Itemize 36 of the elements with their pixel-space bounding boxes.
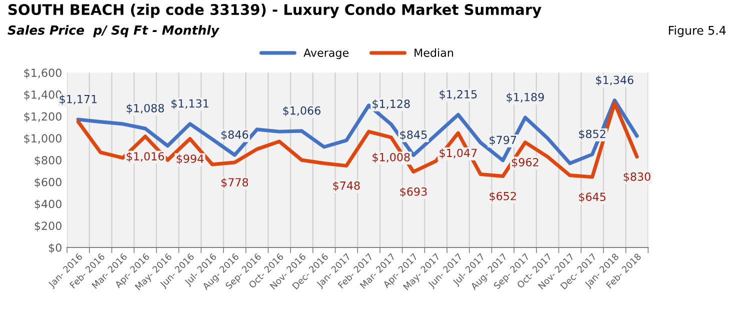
y-tick-label: $1,600 <box>24 68 62 78</box>
data-label: $846 <box>221 130 248 140</box>
chart-title: SOUTH BEACH (zip code 33139) - Luxury Condo Market Summary <box>8 4 542 18</box>
data-label: $1,215 <box>440 90 477 100</box>
data-label: $994 <box>176 154 204 164</box>
data-label: $1,016 <box>126 152 164 162</box>
data-label: $962 <box>512 158 538 168</box>
data-label: $645 <box>579 192 606 203</box>
y-tick-label: $800 <box>34 156 62 166</box>
data-label: $1,171 <box>60 94 97 105</box>
data-label: $830 <box>624 172 650 182</box>
data-label: $845 <box>400 130 427 140</box>
caption: Figure 5.4 <box>668 26 726 38</box>
legend-label: Median <box>414 48 454 57</box>
data-label: $1,128 <box>372 99 410 110</box>
data-label: $1,047 <box>440 148 477 159</box>
data-label: $748 <box>333 181 360 192</box>
data-label: $1,088 <box>126 104 164 114</box>
data-label: $797 <box>490 136 516 146</box>
data-label: $1,008 <box>372 152 410 163</box>
data-label: $693 <box>400 187 427 198</box>
y-tick-label: $200 <box>34 221 62 232</box>
data-label: $652 <box>490 192 516 202</box>
y-tick-label: $1,000 <box>24 134 62 144</box>
y-tick-label: $600 <box>34 178 62 188</box>
data-label: $852 <box>579 130 606 140</box>
y-tick-label: $0 <box>48 243 62 254</box>
y-tick-label: $1,200 <box>24 112 62 122</box>
data-label: $778 <box>221 178 248 188</box>
legend-label: Average <box>304 48 348 60</box>
y-tick-label: $400 <box>34 200 62 210</box>
data-label: $1,066 <box>283 106 320 116</box>
data-label: $1,189 <box>506 92 544 103</box>
data-label: $1,346 <box>596 76 634 86</box>
chart-subtitle: Sales Price p/ Sq Ft - Monthly <box>8 25 220 38</box>
data-label: $1,131 <box>171 99 208 110</box>
